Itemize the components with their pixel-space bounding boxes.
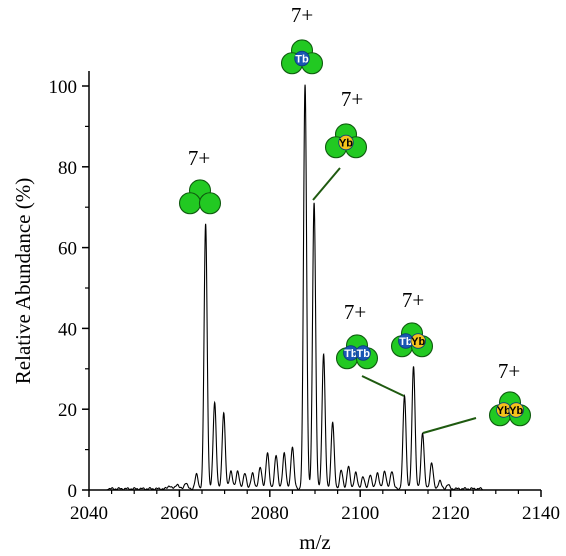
metal-atom-label: Yb xyxy=(497,405,511,417)
charge-state-label: 7+ xyxy=(498,359,520,383)
yb-atom-icon xyxy=(410,333,426,349)
charge-state-label: 7+ xyxy=(402,288,424,312)
callout-leader-line xyxy=(312,167,341,201)
x-axis-title: m/z xyxy=(299,530,331,554)
cluster-annotation: 7+ xyxy=(178,146,222,215)
yb-atom-icon xyxy=(338,134,354,151)
spectrum-trace-layer xyxy=(89,84,541,491)
x-tick-label: 2120 xyxy=(432,503,470,524)
charge-state-label: 7+ xyxy=(341,87,363,111)
cluster-sphere-icon xyxy=(178,192,202,215)
charge-state-label: 7+ xyxy=(291,3,313,27)
yb-atom-icon xyxy=(508,402,524,418)
spectrum-trace xyxy=(89,84,541,491)
y-tick-label: 40 xyxy=(58,319,77,340)
y-tick-label: 60 xyxy=(58,239,77,260)
y-tick-label: 80 xyxy=(58,158,77,179)
x-tick-label: 2140 xyxy=(522,503,560,524)
metal-atom-label: Tb xyxy=(295,54,309,66)
metal-atom-label: Tb xyxy=(356,348,370,360)
x-tick-label: 2060 xyxy=(160,503,198,524)
x-tick-label: 2100 xyxy=(341,503,379,524)
metal-atom-label: Tb xyxy=(344,348,358,360)
callout-leader-line xyxy=(361,375,405,397)
metal-atom-label: Yb xyxy=(339,138,353,150)
metal-atom-label: Yb xyxy=(509,405,523,417)
charge-state-label: 7+ xyxy=(344,300,366,324)
x-tick-label: 2080 xyxy=(251,503,289,524)
metal-atom-label: Tb xyxy=(399,336,413,348)
x-tick-label: 2040 xyxy=(70,503,108,524)
tb-atom-icon xyxy=(294,50,310,67)
callout-leader-line xyxy=(422,417,477,434)
y-tick-label: 0 xyxy=(68,481,78,502)
cluster-annotation: 7+ Tb xyxy=(280,3,324,75)
y-tick-label: 20 xyxy=(58,400,77,421)
y-axis-title: Relative Abundance (%) xyxy=(11,178,35,384)
callout-layer xyxy=(312,167,477,434)
cluster-sphere-icon xyxy=(198,192,222,215)
metal-atom-label: Yb xyxy=(411,336,425,348)
charge-state-label: 7+ xyxy=(188,146,210,170)
tb-atom-icon xyxy=(355,345,371,361)
y-tick-label: 100 xyxy=(49,77,78,98)
cluster-annotation: 7+ Yb xyxy=(324,87,368,159)
